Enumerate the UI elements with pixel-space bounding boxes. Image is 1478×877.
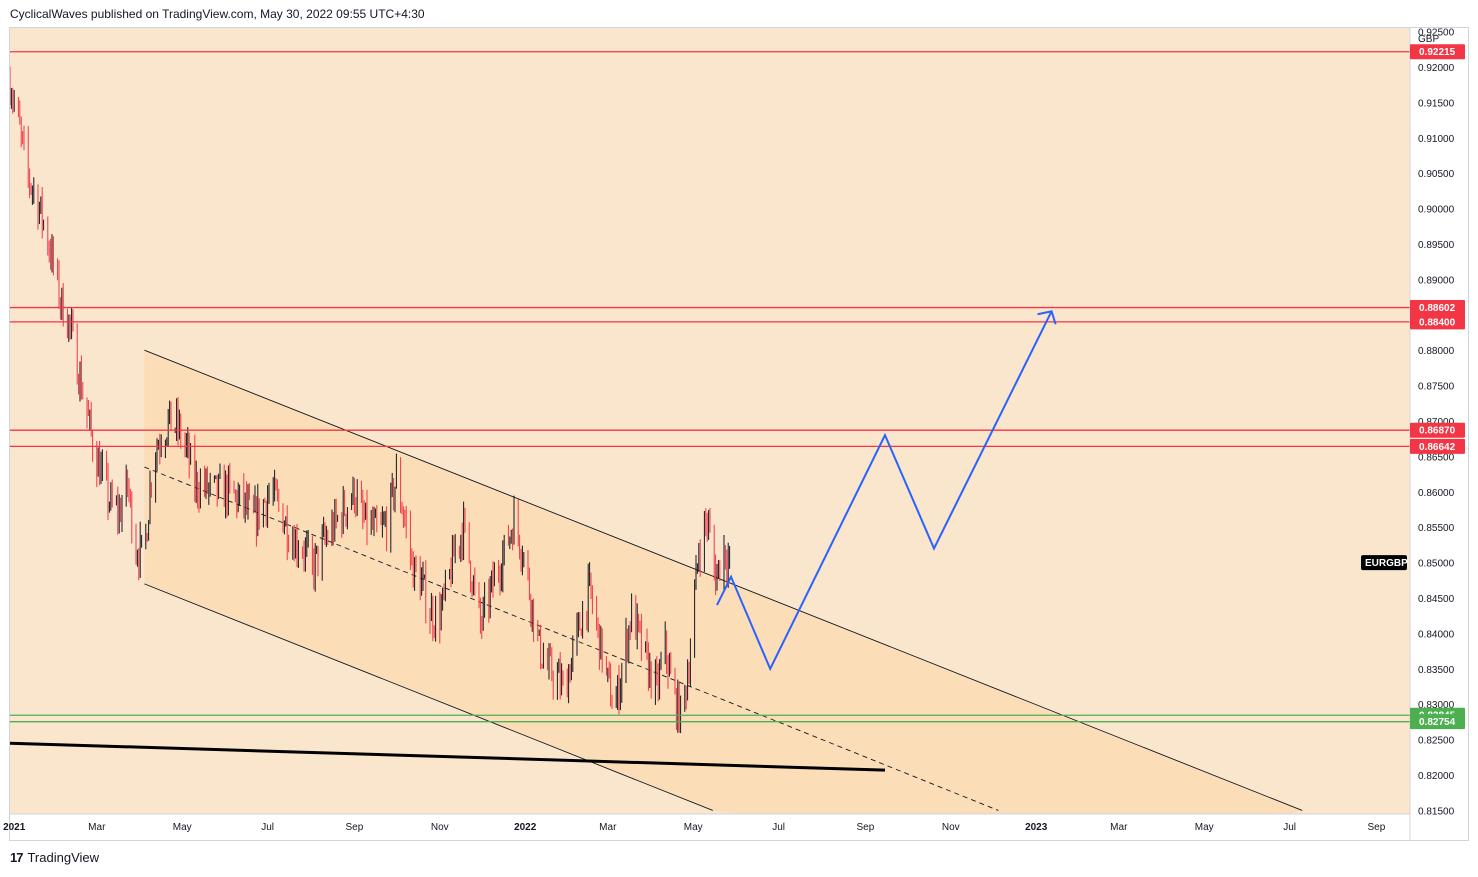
price-tick-22: 0.81500	[1418, 806, 1455, 817]
price-tick-19: 0.83000	[1418, 700, 1455, 711]
level-tag-6	[1410, 714, 1465, 730]
price-tick-12: 0.86500	[1418, 452, 1455, 463]
symbol-tag-label: EURGBP	[1365, 558, 1408, 569]
level-tag-label-3: 0.86870	[1419, 426, 1456, 437]
time-tick-5: Nov	[431, 822, 449, 833]
price-tick-9: 0.88000	[1418, 346, 1455, 357]
price-tick-15: 0.85000	[1418, 559, 1455, 570]
price-tick-18: 0.83500	[1418, 665, 1455, 676]
price-tick-2: 0.91500	[1418, 98, 1455, 109]
price-tick-13: 0.86000	[1418, 488, 1455, 499]
price-tick-16: 0.84500	[1418, 594, 1455, 605]
time-tick-13: Mar	[1110, 822, 1128, 833]
price-tick-10: 0.87500	[1418, 382, 1455, 393]
level-tag-4	[1410, 438, 1465, 454]
currency-label: GBP	[1418, 34, 1439, 45]
price-tick-3: 0.91000	[1418, 134, 1455, 145]
channel-fill	[144, 350, 1303, 814]
chart-frame	[9, 27, 1469, 841]
level-tag-2	[1410, 314, 1465, 330]
time-tick-8: May	[684, 822, 703, 833]
price-tick-21: 0.82000	[1418, 771, 1455, 782]
price-tick-0: 0.92500	[1418, 28, 1455, 39]
time-tick-16: Sep	[1368, 822, 1386, 833]
level-tag-label-4: 0.86642	[1419, 442, 1456, 453]
time-tick-14: May	[1195, 822, 1214, 833]
time-tick-10: Sep	[857, 822, 875, 833]
time-axis[interactable]: 2021 Mar May Jul Sep Nov 2022 Mar May Jul Sep Nov 20…	[3, 813, 1410, 833]
level-tag-0	[1410, 44, 1465, 60]
symbol-tag	[1361, 555, 1407, 571]
level-tag-label-1: 0.88602	[1419, 303, 1456, 314]
time-tick-12: 2023	[1025, 822, 1048, 833]
price-tick-11: 0.87000	[1418, 417, 1455, 428]
footer-brand[interactable]: TradingView	[27, 850, 100, 865]
time-tick-6: 2022	[514, 822, 537, 833]
level-tag-1	[1410, 300, 1465, 316]
time-tick-0: 2021	[3, 822, 26, 833]
time-tick-11: Nov	[942, 822, 960, 833]
candles-layer	[10, 66, 731, 734]
time-tick-2: May	[173, 822, 192, 833]
price-tick-1: 0.92000	[1418, 63, 1455, 74]
projection-arrowhead	[1037, 310, 1057, 325]
level-tag-label-2: 0.88400	[1419, 317, 1456, 328]
price-tick-4: 0.90500	[1418, 169, 1455, 180]
time-tick-4: Sep	[346, 822, 364, 833]
price-tick-20: 0.82500	[1418, 736, 1455, 747]
channel-layer	[144, 349, 1303, 814]
time-tick-7: Mar	[599, 822, 617, 833]
level-tag-3	[1410, 422, 1465, 438]
price-tick-7: 0.89000	[1418, 275, 1455, 286]
channel-upper-line	[144, 349, 1303, 811]
projection-path	[716, 310, 1053, 672]
time-tick-9: Jul	[772, 822, 785, 833]
time-tick-1: Mar	[88, 822, 106, 833]
publish-header: CyclicalWaves published on TradingView.c…	[10, 7, 425, 21]
price-tick-17: 0.84000	[1418, 629, 1455, 640]
overlay-layer	[10, 51, 1410, 772]
level-tag-label-0: 0.92215	[1419, 47, 1456, 58]
time-tick-15: Jul	[1283, 822, 1296, 833]
price-tick-14: 0.85500	[1418, 523, 1455, 534]
support-trendline	[10, 741, 886, 772]
level-tag-label-6: 0.82754	[1419, 717, 1456, 728]
tradingview-logo-icon[interactable]: 17	[10, 850, 24, 865]
time-tick-3: Jul	[261, 822, 274, 833]
price-tick-6: 0.89500	[1418, 240, 1455, 251]
channel-lower-line	[144, 583, 713, 811]
footer: 17 TradingView	[10, 850, 99, 865]
price-tick-5: 0.90000	[1418, 205, 1455, 216]
